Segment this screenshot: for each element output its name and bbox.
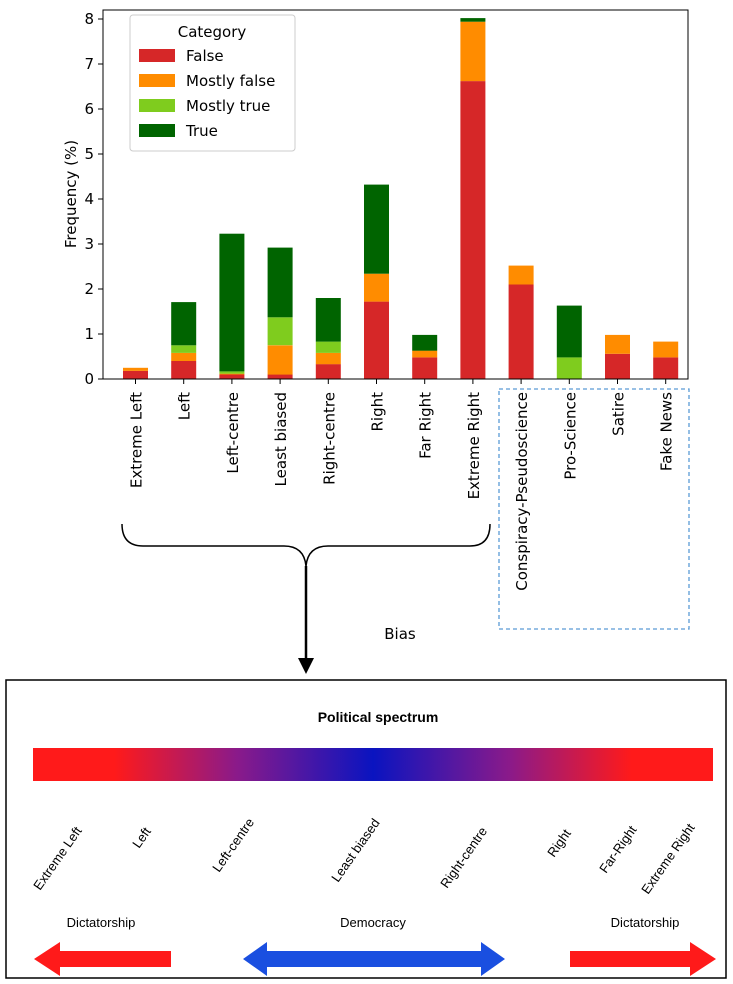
x-tick-label-right: Right	[369, 392, 387, 432]
bar-conspiracy-pseudoscience-mostly-false	[508, 265, 534, 285]
non-political-group-box	[498, 388, 690, 630]
legend-label-true: True	[185, 122, 218, 140]
bar-least-biased-mostly-true	[267, 317, 293, 346]
bar-chart: 0 1 2 3 4 5 6 7 8 Extreme Left Left Left-centre Lea…	[62, 9, 689, 643]
bar-least-biased-true	[267, 247, 293, 318]
bar-satire-mostly-false	[605, 334, 630, 354]
spectrum-gradient-bar	[33, 748, 713, 781]
y-tick-label: 4	[84, 190, 94, 208]
bar-extreme-left-mostly-false	[123, 367, 148, 371]
bar-pro-science-true	[556, 305, 582, 358]
x-tick-label-pro-science: Pro-Science	[561, 392, 579, 480]
legend-swatch-false	[139, 49, 175, 62]
x-tick-label-far-right: Far Right	[417, 392, 435, 459]
dictatorship-right-arrow	[570, 942, 716, 976]
legend-label-false: False	[186, 47, 224, 65]
dictatorship-left-arrow	[34, 942, 171, 976]
x-tick-label-conspiracy-pseudoscience: Conspiracy-Pseudoscience	[513, 392, 531, 591]
x-tick-label-least-biased: Least biased	[272, 392, 290, 486]
bar-extreme-left-false	[123, 370, 148, 379]
bar-fake-news-false	[653, 357, 679, 379]
bar-left-centre-false	[219, 374, 245, 379]
bar-right-centre-mostly-false	[315, 352, 341, 365]
legend-swatch-mostly-true	[139, 99, 175, 112]
bar-conspiracy-pseudoscience-false	[508, 284, 534, 379]
bar-far-right-true	[412, 334, 438, 351]
x-axis-label: Bias	[384, 625, 416, 643]
dictatorship-left-label: Dictatorship	[67, 915, 136, 930]
y-tick-label: 6	[84, 100, 94, 118]
legend-items: False Mostly false Mostly true True	[139, 47, 275, 140]
bar-least-biased-mostly-false	[267, 345, 293, 375]
bar-far-right-false	[412, 357, 438, 379]
bar-left-centre-mostly-true	[219, 371, 245, 374]
legend-label-mostly-false: Mostly false	[186, 72, 275, 90]
y-tick-label: 1	[84, 325, 94, 343]
y-tick-label: 0	[84, 370, 94, 388]
bar-right-mostly-false	[364, 273, 389, 302]
bar-right-centre-mostly-true	[315, 341, 341, 353]
democracy-label: Democracy	[340, 915, 406, 930]
bar-left-false	[171, 361, 197, 379]
legend-label-mostly-true: Mostly true	[186, 97, 270, 115]
y-tick-label: 3	[84, 235, 94, 253]
y-tick-label: 7	[84, 55, 94, 73]
bar-left-true	[171, 302, 197, 346]
x-tick-label-extreme-right: Extreme Right	[465, 392, 483, 500]
x-tick-label-fake-news: Fake News	[658, 392, 676, 471]
x-tick-label-extreme-left: Extreme Left	[128, 392, 146, 488]
spectrum-frame	[5, 679, 727, 979]
x-axis: Extreme Left Left Left-centre Least biased R…	[128, 379, 676, 591]
bar-right-false	[364, 301, 389, 379]
bracket	[121, 523, 491, 567]
democracy-arrow	[243, 942, 505, 976]
y-axis-label: Frequency (%)	[62, 140, 80, 248]
bar-least-biased-false	[267, 374, 293, 379]
legend: Category False Mostly false Mostly true Tru…	[129, 14, 296, 152]
bar-layer	[123, 18, 679, 379]
bar-right-centre-true	[315, 298, 341, 342]
legend-swatch-true	[139, 124, 175, 137]
bar-right-centre-false	[315, 364, 341, 379]
bar-extreme-right-true	[460, 18, 486, 22]
bar-fake-news-mostly-false	[653, 341, 679, 358]
bar-left-mostly-false	[171, 352, 197, 361]
bar-pro-science-mostly-true	[556, 357, 582, 379]
bar-far-right-mostly-false	[412, 350, 438, 358]
bar-left-centre-true	[219, 233, 245, 372]
y-tick-label: 2	[84, 280, 94, 298]
y-axis: 0 1 2 3 4 5 6 7 8	[84, 10, 103, 388]
bar-left-mostly-true	[171, 345, 197, 353]
y-tick-label: 8	[84, 10, 94, 28]
bar-extreme-right-false	[460, 81, 486, 379]
dictatorship-right-label: Dictatorship	[611, 915, 680, 930]
legend-swatch-mostly-false	[139, 74, 175, 87]
legend-title: Category	[178, 23, 247, 41]
political-spectrum-panel: Political spectrum Extreme Left Left Lef…	[5, 679, 727, 979]
bar-left-centre-mostly-false	[219, 373, 245, 375]
x-tick-label-satire: Satire	[610, 392, 628, 436]
bar-satire-false	[605, 353, 630, 379]
down-arrow-head	[298, 658, 314, 674]
x-tick-label-left-centre: Left-centre	[224, 392, 242, 474]
spectrum-title: Political spectrum	[318, 709, 439, 725]
bar-extreme-right-mostly-false	[460, 21, 486, 82]
axes-frame	[102, 9, 689, 380]
y-tick-label: 5	[84, 145, 94, 163]
bar-right-true	[364, 184, 389, 274]
x-tick-label-right-centre: Right-centre	[320, 392, 338, 485]
x-tick-label-left: Left	[176, 392, 194, 420]
